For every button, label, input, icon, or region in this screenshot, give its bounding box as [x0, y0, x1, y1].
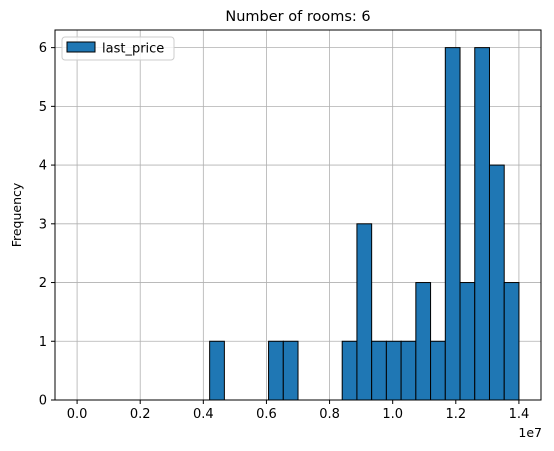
histogram-bar	[444, 47, 461, 401]
x-tick-label: 0.4	[193, 407, 214, 422]
x-tick-label: 0.8	[319, 407, 340, 422]
histogram-bar	[371, 340, 387, 401]
y-tick-label: 1	[39, 335, 47, 350]
x-tick-label: 0.6	[256, 407, 277, 422]
y-tick-label: 6	[39, 41, 47, 56]
x-tick-label: 1.0	[382, 407, 403, 422]
y-tick-label: 3	[39, 217, 47, 232]
x-tick-label: 1.4	[509, 407, 530, 422]
histogram-bar	[209, 340, 225, 401]
histogram-bar	[282, 340, 299, 401]
histogram-bar	[400, 340, 417, 401]
histogram-bar	[488, 164, 505, 401]
histogram-bar	[459, 282, 476, 401]
x-axis-offset-label: 1e7	[518, 425, 542, 440]
legend: last_price	[61, 36, 175, 61]
x-tick-label: 0.2	[130, 407, 151, 422]
plot-frame	[54, 29, 542, 401]
y-tick-label: 5	[39, 100, 47, 115]
histogram-bar	[503, 282, 520, 401]
tick-layer: 0.0 0.2 0.4 0.6 0.8 1.0 1.2 1.4 0 1 2 3 4 5 6	[39, 41, 530, 422]
legend-label: last_price	[102, 42, 164, 57]
histogram-bar	[341, 340, 358, 401]
chart-title: Number of rooms: 6	[225, 9, 370, 25]
bar-layer	[209, 47, 520, 401]
histogram-bar	[268, 340, 284, 401]
histogram-bar	[430, 340, 446, 401]
y-tick-label: 4	[39, 159, 47, 174]
y-tick-label: 0	[39, 394, 47, 409]
legend-swatch	[66, 41, 96, 53]
y-tick-label: 2	[39, 276, 47, 291]
x-tick-label: 0.0	[67, 407, 88, 422]
y-axis-label: Frequency	[9, 182, 24, 247]
histogram-bar	[385, 340, 402, 401]
histogram-bar	[474, 47, 490, 401]
histogram-bar	[356, 223, 373, 401]
x-tick-label: 1.2	[445, 407, 466, 422]
histogram-bar	[415, 282, 432, 401]
